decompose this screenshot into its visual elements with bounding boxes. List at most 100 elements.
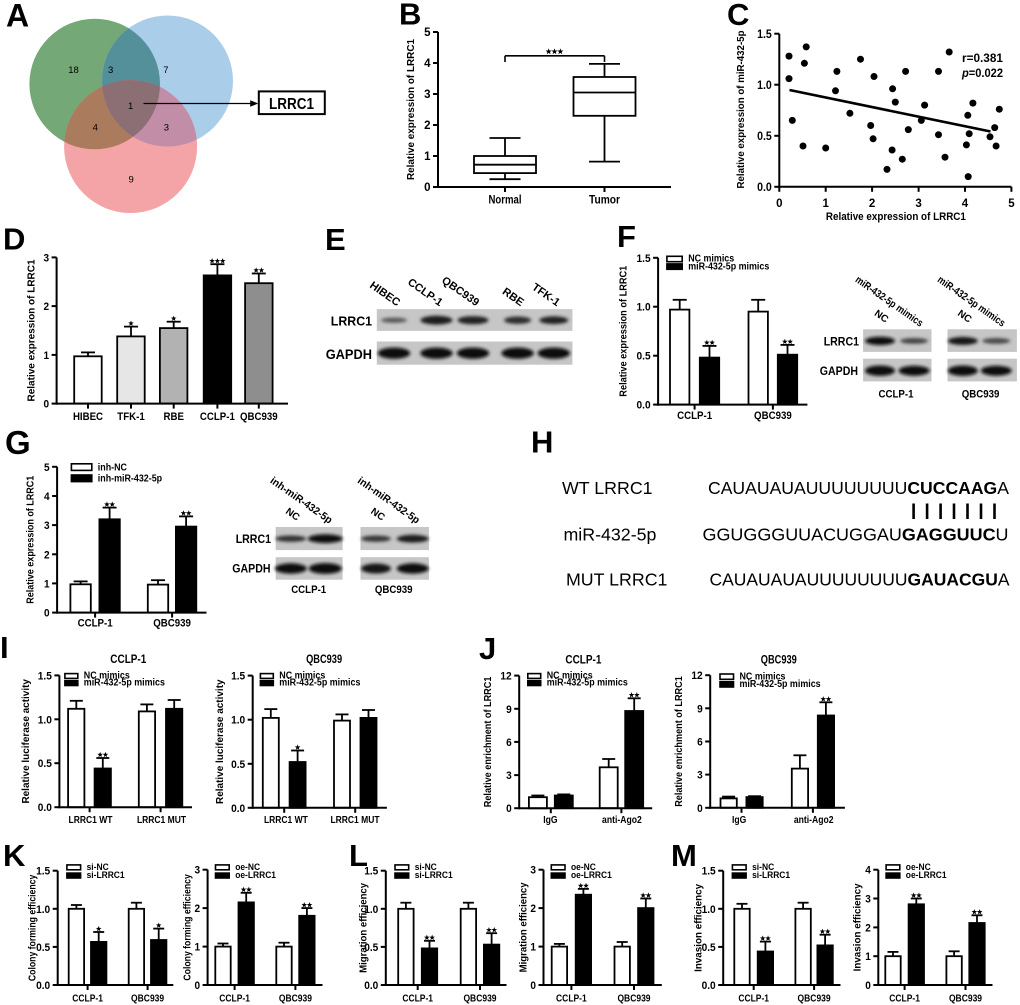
svg-text:si-NC: si-NC	[752, 862, 774, 872]
svg-text:2: 2	[424, 120, 430, 132]
svg-text:0.0: 0.0	[36, 980, 50, 992]
svg-text:F: F	[617, 219, 636, 254]
svg-text:J: J	[479, 631, 496, 666]
svg-text:oe-NC: oe-NC	[571, 862, 596, 872]
svg-text:Relative expression of LRRC1: Relative expression of LRRC1	[406, 39, 417, 180]
svg-text:7: 7	[163, 65, 168, 76]
svg-text:NC mimics: NC mimics	[547, 670, 593, 681]
svg-text:Relative enrichment of LRRC1: Relative enrichment of LRRC1	[674, 676, 685, 807]
svg-text:K: K	[3, 838, 26, 873]
svg-text:3: 3	[44, 252, 50, 264]
svg-text:1.5: 1.5	[36, 866, 50, 878]
svg-text:2: 2	[530, 903, 536, 915]
svg-text:3: 3	[164, 122, 169, 133]
svg-text:si-LRRC1: si-LRRC1	[415, 870, 453, 880]
svg-text:0: 0	[865, 980, 871, 992]
svg-text:miR-432-5p mimics: miR-432-5p mimics	[279, 678, 361, 689]
svg-text:0: 0	[424, 182, 430, 194]
svg-text:QBC939: QBC939	[306, 654, 342, 666]
svg-text:0: 0	[506, 803, 512, 815]
svg-text:1.5: 1.5	[757, 29, 772, 41]
svg-text:Invasion efficiency: Invasion efficiency	[694, 884, 705, 972]
svg-text:1: 1	[44, 350, 50, 362]
svg-text:CCLP-1: CCLP-1	[889, 994, 920, 1005]
svg-text:1: 1	[128, 101, 133, 112]
svg-text:1.5: 1.5	[38, 670, 52, 682]
svg-text:CCLP-1: CCLP-1	[291, 584, 326, 596]
svg-text:0.5: 0.5	[36, 942, 50, 954]
svg-text:H: H	[531, 425, 553, 460]
svg-text:CCLP-1: CCLP-1	[879, 389, 914, 401]
svg-text:0: 0	[195, 980, 201, 992]
svg-text:9: 9	[506, 704, 512, 716]
svg-text:miR-432-5p mimics: miR-432-5p mimics	[740, 679, 822, 690]
svg-text:GAPDH: GAPDH	[326, 347, 372, 362]
svg-text:1: 1	[44, 578, 50, 590]
svg-text:r=0.381: r=0.381	[962, 53, 1004, 65]
svg-text:QBC939: QBC939	[949, 994, 982, 1005]
svg-text:0.0: 0.0	[757, 182, 772, 194]
svg-text:QBC939: QBC939	[153, 618, 191, 630]
svg-text:LRRC1 WT: LRRC1 WT	[264, 815, 308, 826]
svg-text:MUT LRRC1: MUT LRRC1	[566, 570, 668, 590]
svg-text:Colony forming efficiency: Colony forming efficiency	[183, 874, 194, 981]
svg-text:1.5: 1.5	[364, 866, 378, 878]
svg-text:GAPDH: GAPDH	[232, 564, 270, 576]
svg-text:CCLP-1: CCLP-1	[677, 410, 712, 422]
svg-text:3: 3	[865, 894, 871, 906]
svg-text:3: 3	[530, 865, 536, 877]
svg-text:CCLP-1: CCLP-1	[565, 655, 602, 667]
svg-text:9: 9	[128, 175, 133, 186]
svg-text:G: G	[5, 424, 31, 461]
svg-text:miR-432-5p mimics: miR-432-5p mimics	[84, 678, 166, 689]
svg-text:B: B	[399, 0, 421, 32]
svg-text:Relative expression of LRRC1: Relative expression of LRRC1	[619, 265, 630, 396]
svg-text:1.0: 1.0	[757, 80, 772, 92]
svg-text:2: 2	[195, 903, 201, 915]
svg-text:A: A	[6, 0, 29, 34]
svg-text:0.0: 0.0	[637, 400, 651, 412]
svg-text:3: 3	[108, 65, 113, 76]
svg-text:Normal: Normal	[489, 195, 522, 207]
svg-text:1: 1	[530, 942, 536, 954]
svg-text:QBC939: QBC939	[375, 584, 413, 596]
svg-text:0.5: 0.5	[231, 759, 245, 771]
svg-text:5: 5	[44, 462, 50, 474]
svg-text:1: 1	[822, 198, 829, 210]
svg-text:1: 1	[424, 151, 431, 163]
svg-text:LRRC1: LRRC1	[236, 534, 272, 546]
svg-text:inh-NC: inh-NC	[98, 462, 127, 473]
svg-text:2: 2	[44, 301, 50, 313]
svg-text:miR-432-5p mimics: miR-432-5p mimics	[547, 678, 629, 689]
svg-text:TFK-1: TFK-1	[117, 411, 144, 423]
svg-text:0: 0	[530, 980, 536, 992]
svg-text:3: 3	[697, 770, 703, 782]
svg-text:1.0: 1.0	[231, 715, 245, 727]
svg-text:0: 0	[776, 198, 782, 210]
svg-text:5: 5	[1008, 198, 1015, 210]
svg-text:Migration efficiency: Migration efficiency	[359, 883, 370, 973]
svg-text:3: 3	[44, 520, 50, 532]
svg-text:IgG: IgG	[732, 815, 746, 826]
svg-text:WT LRRC1: WT LRRC1	[562, 478, 653, 498]
svg-text:6: 6	[697, 737, 703, 749]
svg-text:QBC939: QBC939	[617, 994, 650, 1005]
svg-text:QBC939: QBC939	[463, 994, 496, 1005]
svg-text:E: E	[325, 222, 346, 257]
svg-text:NC mimics: NC mimics	[740, 671, 786, 682]
svg-text:GAPDH: GAPDH	[820, 366, 858, 378]
svg-text:1.5: 1.5	[702, 866, 716, 878]
svg-text:CAUAUAUAUUUUUUUUGAUACGUA: CAUAUAUAUUUUUUUUGAUACGUA	[710, 570, 1010, 590]
svg-text:4: 4	[962, 198, 969, 210]
svg-text:miR-432-5p mimics: miR-432-5p mimics	[688, 261, 769, 272]
svg-text:CCLP-1: CCLP-1	[200, 411, 235, 423]
svg-text:5: 5	[424, 27, 431, 39]
svg-text:0: 0	[44, 608, 50, 620]
svg-text:D: D	[3, 222, 25, 257]
svg-text:LRRC1 MUT: LRRC1 MUT	[137, 815, 186, 826]
svg-text:12: 12	[691, 670, 702, 682]
svg-text:CCLP-1: CCLP-1	[219, 994, 250, 1005]
svg-text:18: 18	[68, 65, 79, 76]
svg-text:0.0: 0.0	[231, 803, 245, 815]
svg-text:2: 2	[44, 549, 50, 561]
